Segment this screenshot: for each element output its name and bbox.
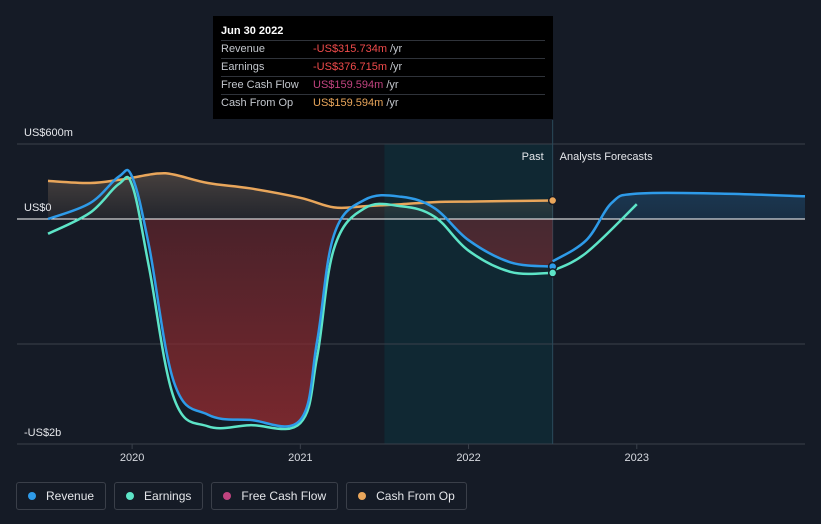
legend-item-cash-from-op[interactable]: Cash From Op xyxy=(346,482,467,510)
tooltip-label: Revenue xyxy=(221,43,266,55)
tooltip-unit: /yr xyxy=(386,97,399,109)
tooltip-row-revenue: Revenue -US$315.734m /yr xyxy=(221,40,545,58)
legend-item-revenue[interactable]: Revenue xyxy=(16,482,107,510)
y-axis-zero-label: US$0 xyxy=(24,202,52,214)
legend-label: Revenue xyxy=(46,489,95,503)
tooltip-value: -US$315.734m xyxy=(313,43,387,55)
tooltip-label: Earnings xyxy=(221,61,265,73)
highlight-region xyxy=(384,144,553,444)
cash-from-op-area xyxy=(48,173,553,219)
y-axis-bottom-label: -US$2b xyxy=(24,427,61,439)
legend-label: Earnings xyxy=(144,489,192,503)
tooltip-value: US$159.594m xyxy=(313,79,384,91)
legend: Revenue Earnings Free Cash Flow Cash Fro… xyxy=(16,482,467,510)
legend-item-earnings[interactable]: Earnings xyxy=(114,482,204,510)
legend-label: Cash From Op xyxy=(376,489,455,503)
forecast-revenue-area xyxy=(552,192,805,219)
tooltip-row-free-cash-flow: Free Cash Flow US$159.594m /yr xyxy=(221,76,545,94)
past-label: Past xyxy=(522,151,544,163)
x-tick-label-2020: 2020 xyxy=(120,452,144,464)
forecast-label: Analysts Forecasts xyxy=(560,151,653,163)
earnings-forecast-line xyxy=(552,203,638,272)
tooltip-row-earnings: Earnings -US$376.715m /yr xyxy=(221,58,545,76)
revenue-negative-area xyxy=(48,219,553,427)
legend-label: Free Cash Flow xyxy=(241,489,327,503)
x-tick-label-2023: 2023 xyxy=(625,452,649,464)
tooltip-value: -US$376.715m xyxy=(313,61,387,73)
legend-item-free-cash-flow[interactable]: Free Cash Flow xyxy=(211,482,339,510)
y-axis-top-label: US$600m xyxy=(24,127,73,139)
tooltip-date: Jun 30 2022 xyxy=(221,25,284,37)
tooltip-row-cash-from-op: Cash From Op US$159.594m /yr xyxy=(221,94,545,112)
tooltip-label: Free Cash Flow xyxy=(221,79,299,91)
x-tick-label-2021: 2021 xyxy=(288,452,312,464)
tooltip-unit: /yr xyxy=(390,61,403,73)
revenue-dot-icon xyxy=(28,492,36,500)
cash-from-op-marker xyxy=(547,195,558,206)
tooltip-value: US$159.594m xyxy=(313,97,384,109)
tooltip-unit: /yr xyxy=(390,43,403,55)
earnings-marker xyxy=(547,268,558,278)
x-tick-label-2022: 2022 xyxy=(456,452,480,464)
cash-from-op-dot-icon xyxy=(358,492,367,500)
earnings-dot-icon xyxy=(126,492,135,500)
earnings-line xyxy=(47,175,553,431)
free-cash-flow-dot-icon xyxy=(223,492,232,500)
tooltip-label: Cash From Op xyxy=(221,97,294,109)
tooltip-unit: /yr xyxy=(386,79,399,91)
revenue-line xyxy=(47,168,553,428)
revenue-forecast-line xyxy=(552,191,806,263)
tooltip: Jun 30 2022 Revenue -US$315.734m /yr Ear… xyxy=(213,16,553,119)
